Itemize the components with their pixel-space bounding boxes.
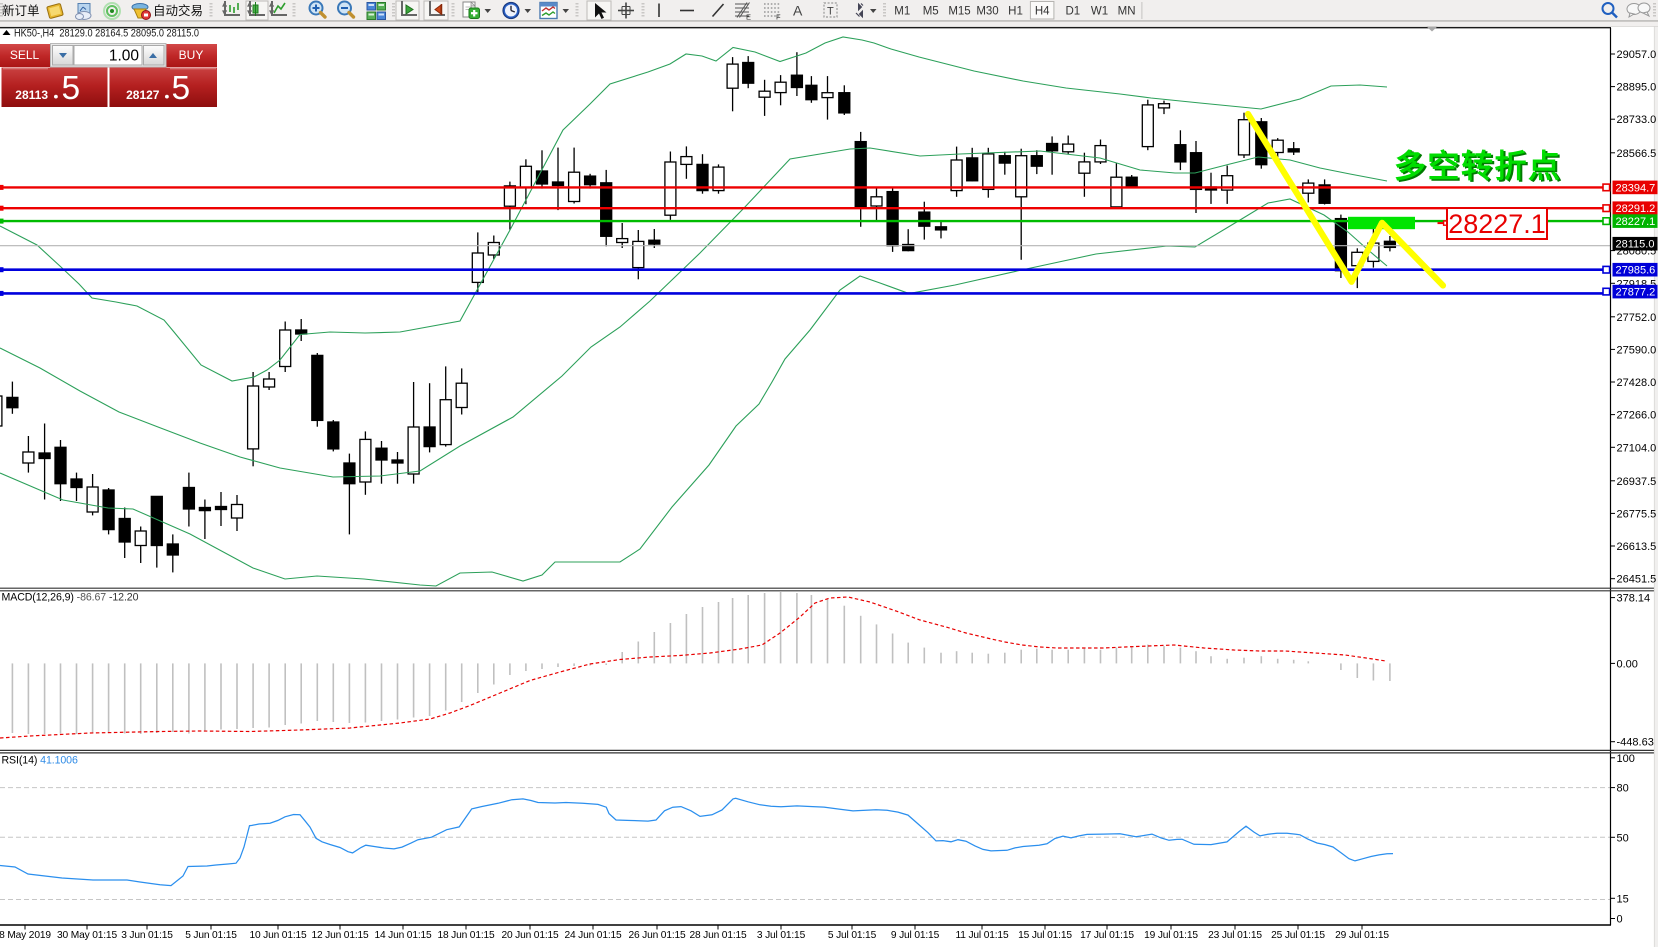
svg-text:378.14: 378.14 [1617, 593, 1651, 605]
svg-text:25 Jul 01:15: 25 Jul 01:15 [1271, 930, 1325, 941]
svg-text:0.00: 0.00 [1617, 658, 1638, 670]
svg-text:9 Jul 01:15: 9 Jul 01:15 [891, 930, 940, 941]
svg-text:17 Jul 01:15: 17 Jul 01:15 [1080, 930, 1134, 941]
svg-text:28115.0: 28115.0 [1616, 239, 1655, 251]
svg-text:26937.5: 26937.5 [1617, 476, 1657, 488]
svg-text:5: 5 [172, 70, 191, 107]
svg-text:8 May 2019: 8 May 2019 [0, 930, 51, 941]
svg-text:18 Jun 01:15: 18 Jun 01:15 [437, 930, 495, 941]
svg-text:28227.1: 28227.1 [1448, 209, 1546, 239]
svg-text:M30: M30 [976, 6, 998, 18]
svg-text:20 Jun 01:15: 20 Jun 01:15 [501, 930, 559, 941]
svg-text:MN: MN [1118, 6, 1136, 18]
svg-text:10 Jun 01:15: 10 Jun 01:15 [249, 930, 307, 941]
svg-text:28291.2: 28291.2 [1616, 203, 1656, 215]
svg-text:28113: 28113 [15, 88, 48, 102]
svg-text:29 Jul 01:15: 29 Jul 01:15 [1335, 930, 1389, 941]
svg-text:A: A [793, 3, 803, 19]
svg-text:5 Jun 01:15: 5 Jun 01:15 [185, 930, 237, 941]
svg-text:M5: M5 [923, 6, 939, 18]
svg-text:80: 80 [1617, 783, 1629, 795]
svg-text:15 Jul 01:15: 15 Jul 01:15 [1018, 930, 1072, 941]
svg-text:26 Jun 01:15: 26 Jun 01:15 [628, 930, 686, 941]
svg-text:27266.0: 27266.0 [1617, 410, 1657, 422]
svg-text:28733.0: 28733.0 [1617, 114, 1657, 126]
svg-text:12 Jun 01:15: 12 Jun 01:15 [311, 930, 369, 941]
svg-text:自动交易: 自动交易 [153, 3, 203, 18]
svg-text:28895.0: 28895.0 [1617, 82, 1657, 94]
svg-text:M15: M15 [948, 6, 970, 18]
svg-text:3 Jun 01:15: 3 Jun 01:15 [121, 930, 173, 941]
svg-text:RSI(14) 41.1006: RSI(14) 41.1006 [2, 755, 78, 767]
svg-text:19 Jul 01:15: 19 Jul 01:15 [1144, 930, 1198, 941]
svg-text:-448.63: -448.63 [1617, 737, 1654, 749]
svg-text:SELL: SELL [10, 48, 40, 62]
svg-text:27104.0: 27104.0 [1617, 442, 1657, 454]
svg-text:26775.5: 26775.5 [1617, 508, 1657, 520]
svg-text:多空转折点: 多空转折点 [1396, 150, 1562, 186]
svg-text:23 Jul 01:15: 23 Jul 01:15 [1208, 930, 1262, 941]
svg-text:26451.5: 26451.5 [1617, 574, 1657, 586]
svg-text:100: 100 [1617, 753, 1635, 765]
svg-text:W1: W1 [1091, 6, 1108, 18]
svg-text:0: 0 [1617, 914, 1623, 926]
svg-text:5 Jul 01:15: 5 Jul 01:15 [828, 930, 877, 941]
svg-text:BUY: BUY [179, 48, 204, 62]
svg-text:HK50-,H4 28129.0 28164.5 2809: HK50-,H4 28129.0 28164.5 28095.0 28115.0 [14, 28, 199, 40]
svg-text:F: F [776, 13, 781, 22]
svg-text:28394.7: 28394.7 [1616, 182, 1656, 194]
svg-text:1.00: 1.00 [109, 48, 140, 65]
svg-text:27985.6: 27985.6 [1616, 265, 1656, 277]
svg-text:5: 5 [62, 70, 81, 107]
svg-text:27877.2: 27877.2 [1616, 287, 1656, 299]
svg-text:D1: D1 [1065, 6, 1080, 18]
svg-text:28566.5: 28566.5 [1617, 148, 1657, 160]
svg-text:27752.0: 27752.0 [1617, 312, 1657, 324]
svg-text:H4: H4 [1035, 6, 1050, 18]
svg-text:T: T [827, 6, 834, 18]
svg-text:3 Jul 01:15: 3 Jul 01:15 [757, 930, 806, 941]
svg-text:27590.0: 27590.0 [1617, 344, 1657, 356]
svg-text:新订单: 新订单 [2, 3, 40, 18]
svg-text:27428.0: 27428.0 [1617, 377, 1657, 389]
svg-text:11 Jul 01:15: 11 Jul 01:15 [956, 930, 1009, 941]
svg-text:28127: 28127 [126, 88, 160, 102]
svg-text:H1: H1 [1008, 6, 1023, 18]
svg-text:28227.1: 28227.1 [1616, 216, 1656, 228]
svg-text:26613.5: 26613.5 [1617, 541, 1657, 553]
svg-text:24 Jun 01:15: 24 Jun 01:15 [564, 930, 622, 941]
svg-text:MACD(12,26,9) -86.67 -12.20: MACD(12,26,9) -86.67 -12.20 [2, 592, 139, 604]
svg-text:15: 15 [1617, 893, 1629, 905]
svg-text:多空转折点: 多空转折点 [1394, 148, 1560, 184]
svg-text:14 Jun 01:15: 14 Jun 01:15 [374, 930, 432, 941]
svg-text:28 Jun 01:15: 28 Jun 01:15 [689, 930, 747, 941]
svg-text:30 May 01:15: 30 May 01:15 [57, 930, 117, 941]
svg-text:29057.0: 29057.0 [1617, 49, 1657, 61]
svg-text:E: E [746, 13, 751, 22]
svg-text:50: 50 [1617, 832, 1629, 844]
svg-text:M1: M1 [894, 6, 910, 18]
